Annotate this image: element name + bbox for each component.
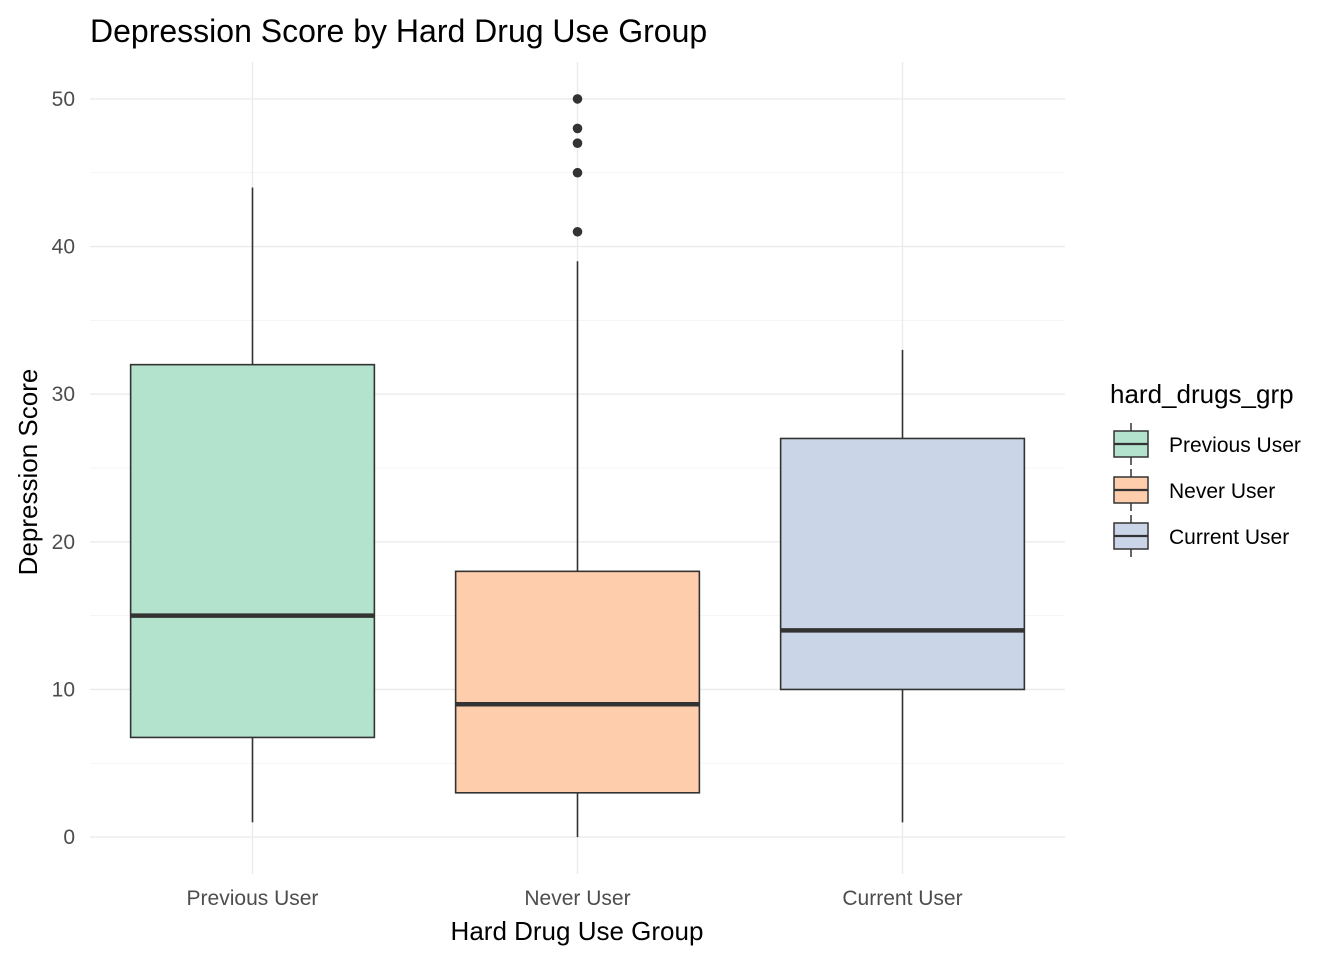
y-axis-ticks: 0 10 20 30 40 50: [52, 88, 75, 849]
outlier-point: [572, 226, 583, 237]
y-tick-label: 10: [52, 678, 75, 701]
outlier-point: [572, 123, 583, 134]
legend-label: Previous User: [1169, 434, 1301, 457]
box-iqr: [779, 437, 1026, 691]
x-tick-label: Current User: [842, 887, 962, 910]
x-axis-ticks: Previous User Never User Current User: [187, 887, 963, 910]
outlier-point: [572, 167, 583, 178]
x-axis-title: Hard Drug Use Group: [451, 916, 704, 946]
y-tick-label: 0: [63, 826, 75, 849]
legend-item: Previous User: [1113, 423, 1301, 465]
x-tick-label: Never User: [524, 887, 630, 910]
legend: hard_drugs_grp Previous User Never User Cu…: [1110, 379, 1301, 557]
x-tick-label: Previous User: [187, 887, 319, 910]
box-iqr: [129, 363, 376, 739]
legend-item: Never User: [1113, 469, 1275, 511]
legend-title: hard_drugs_grp: [1110, 379, 1294, 409]
outlier-point: [572, 94, 583, 104]
y-tick-label: 40: [52, 236, 75, 259]
box-current-user: [779, 349, 1026, 823]
boxes: [129, 94, 1026, 838]
y-tick-label: 30: [52, 383, 75, 406]
chart-title: Depression Score by Hard Drug Use Group: [90, 13, 707, 49]
legend-label: Current User: [1169, 526, 1289, 549]
legend-item: Current User: [1113, 515, 1289, 557]
box-never-user: [454, 94, 701, 838]
y-tick-label: 50: [52, 88, 75, 111]
y-tick-label: 20: [52, 531, 75, 554]
box-iqr: [454, 570, 701, 794]
legend-label: Never User: [1169, 480, 1275, 503]
outlier-point: [572, 138, 583, 148]
y-axis-title: Depression Score: [13, 369, 43, 576]
box-previous-user: [129, 187, 376, 823]
